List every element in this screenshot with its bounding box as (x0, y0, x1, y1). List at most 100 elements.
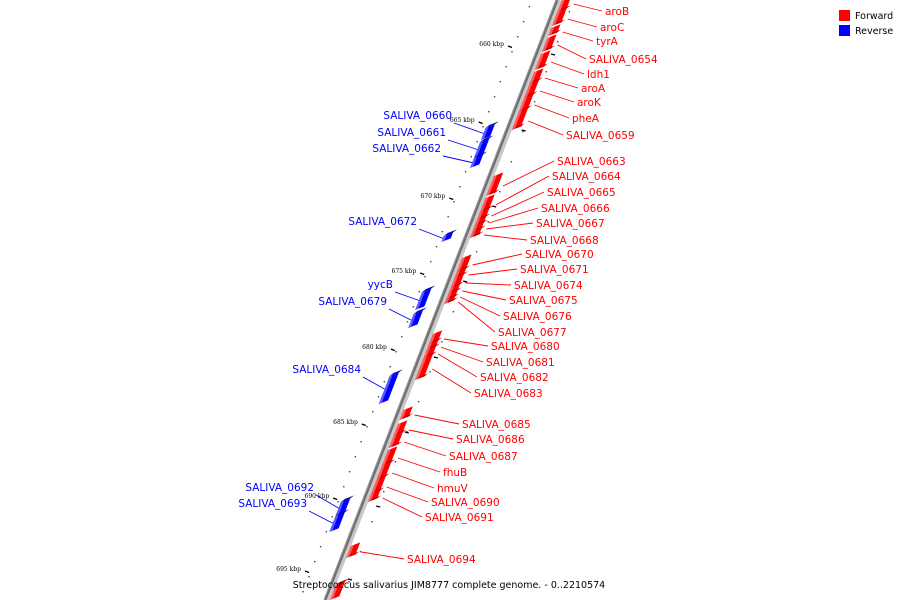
forward-gene-label[interactable]: aroB (605, 6, 629, 18)
reverse-gene-arrow[interactable] (470, 151, 488, 168)
forward-gene-arrow[interactable] (524, 80, 539, 98)
forward-gene-label[interactable]: ldh1 (587, 69, 610, 81)
forward-gene-label[interactable]: aroA (581, 83, 606, 95)
forward-gene-arrow[interactable] (426, 340, 440, 350)
forward-gene-arrow[interactable] (428, 330, 443, 344)
forward-gene-label[interactable]: SALIVA_0694 (407, 554, 476, 566)
forward-gene-label[interactable]: SALIVA_0654 (589, 54, 658, 66)
forward-gene-arrow[interactable] (486, 172, 504, 196)
gene-leader-line (447, 139, 480, 151)
forward-gene-arrow[interactable] (548, 24, 562, 36)
gene-leader-line (388, 308, 414, 322)
forward-gene-label[interactable]: SALIVA_0675 (509, 295, 578, 307)
forward-gene-label[interactable]: pheA (572, 113, 600, 125)
forward-gene-label[interactable]: hmuV (437, 483, 469, 495)
forward-gene-label[interactable]: SALIVA_0670 (525, 249, 594, 261)
reverse-gene-arrow[interactable] (335, 495, 355, 516)
forward-gene-arrow[interactable] (346, 542, 361, 558)
forward-gene-arrow[interactable] (381, 446, 398, 466)
reverse-gene-arrow[interactable] (473, 135, 494, 158)
forward-gene-label[interactable]: SALIVA_0677 (498, 327, 567, 339)
forward-gene-label[interactable]: SALIVA_0663 (557, 156, 626, 168)
forward-gene-label[interactable]: SALIVA_0668 (530, 235, 599, 247)
forward-gene-arrow[interactable] (388, 432, 403, 448)
forward-gene-arrow[interactable] (376, 462, 392, 480)
forward-gene-label[interactable]: SALIVA_0674 (514, 280, 583, 292)
forward-gene-arrow[interactable] (476, 208, 491, 220)
gene-leader-line (484, 234, 528, 241)
forward-gene-label[interactable]: SALIVA_0691 (425, 512, 494, 524)
forward-gene-arrow[interactable] (415, 354, 433, 380)
forward-gene-label[interactable]: SALIVA_0676 (503, 311, 572, 323)
reverse-gene-label[interactable]: SALIVA_0660 (383, 110, 452, 122)
forward-gene-label[interactable]: SALIVA_0680 (491, 341, 560, 353)
reverse-gene-label[interactable]: SALIVA_0672 (348, 216, 417, 228)
forward-gene-arrow[interactable] (423, 346, 437, 358)
forward-gene-arrow[interactable] (370, 476, 386, 494)
gene-leader-line (453, 122, 486, 135)
forward-gene-arrow[interactable] (557, 0, 573, 12)
forward-gene-arrow[interactable] (551, 8, 567, 26)
gene-leader-line (394, 291, 421, 302)
forward-gene-arrow[interactable] (541, 34, 557, 52)
gene-leader-line (442, 155, 475, 164)
forward-gene-arrow[interactable] (399, 406, 413, 420)
reverse-gene-arrow[interactable] (480, 121, 499, 140)
tick-mark (361, 423, 367, 427)
reverse-gene-arrow[interactable] (329, 509, 349, 532)
reverse-genes: SALIVA_0660 SALIVA_0661 SALIVA_0662 SALIVA_… (238, 110, 486, 525)
forward-gene-arrow[interactable] (529, 68, 544, 84)
forward-gene-label[interactable]: SALIVA_0671 (520, 264, 589, 276)
forward-gene-label[interactable]: fhuB (443, 467, 467, 479)
gene-leader-line (408, 429, 454, 440)
forward-gene-label[interactable]: SALIVA_0666 (541, 203, 610, 215)
reverse-gene-label[interactable]: SALIVA_0662 (372, 143, 441, 155)
forward-gene-arrow[interactable] (480, 194, 495, 212)
forward-gene-arrow[interactable] (329, 578, 350, 600)
forward-gene-arrow[interactable] (534, 50, 551, 70)
forward-gene-arrow[interactable] (474, 216, 488, 226)
forward-gene-arrow[interactable] (393, 420, 408, 436)
forward-gene-arrow[interactable] (472, 222, 486, 232)
reverse-gene-arrow[interactable] (441, 229, 458, 242)
forward-gene-arrow[interactable] (456, 254, 472, 272)
reverse-gene-label[interactable]: SALIVA_0679 (318, 296, 387, 308)
forward-gene-label[interactable]: SALIVA_0683 (474, 388, 543, 400)
forward-gene-label[interactable]: SALIVA_0686 (456, 434, 525, 446)
forward-gene-label[interactable]: aroK (577, 97, 602, 109)
forward-gene-label[interactable]: SALIVA_0667 (536, 218, 605, 230)
forward-gene-arrow[interactable] (367, 490, 382, 502)
reverse-gene-label[interactable]: yycB (368, 279, 393, 291)
forward-gene-label[interactable]: SALIVA_0665 (547, 187, 616, 199)
reverse-gene-arrow[interactable] (408, 307, 427, 328)
forward-gene-label[interactable]: aroC (600, 22, 624, 34)
forward-gene-label[interactable]: SALIVA_0664 (552, 171, 621, 183)
reverse-gene-label[interactable]: SALIVA_0684 (292, 364, 361, 376)
gene-leader-line (457, 301, 496, 333)
forward-gene-label[interactable]: SALIVA_0681 (486, 357, 555, 369)
forward-gene-label[interactable]: SALIVA_0685 (462, 419, 531, 431)
reverse-gene-label[interactable]: SALIVA_0661 (377, 127, 446, 139)
forward-gene-arrow[interactable] (445, 290, 460, 300)
tick-mark (390, 348, 396, 352)
forward-gene-arrow[interactable] (518, 94, 534, 112)
forward-gene-arrow[interactable] (448, 284, 462, 294)
reverse-gene-label[interactable]: SALIVA_0693 (238, 498, 307, 510)
forward-gene-arrow[interactable] (511, 108, 529, 130)
forward-gene-label[interactable]: SALIVA_0682 (480, 372, 549, 384)
reverse-gene-arrow[interactable] (415, 285, 436, 310)
forward-gene-label[interactable]: SALIVA_0659 (566, 130, 635, 142)
gene-leader-line (495, 175, 550, 206)
forward-gene-arrow[interactable] (450, 274, 464, 288)
gene-leader-line (437, 353, 478, 378)
reverse-gene-arrow[interactable] (378, 369, 403, 404)
forward-gene-label[interactable]: SALIVA_0687 (449, 451, 518, 463)
forward-gene-arrow[interactable] (469, 228, 484, 238)
forward-gene-arrow[interactable] (454, 268, 468, 278)
reverse-gene-label[interactable]: SALIVA_0692 (245, 482, 314, 494)
gene-leader-line (459, 296, 501, 317)
forward-gene-label[interactable]: SALIVA_0690 (431, 497, 500, 509)
forward-gene-label[interactable]: tyrA (596, 36, 619, 48)
forward-gene-arrow[interactable] (444, 296, 458, 304)
gene-leader-line (465, 282, 512, 286)
